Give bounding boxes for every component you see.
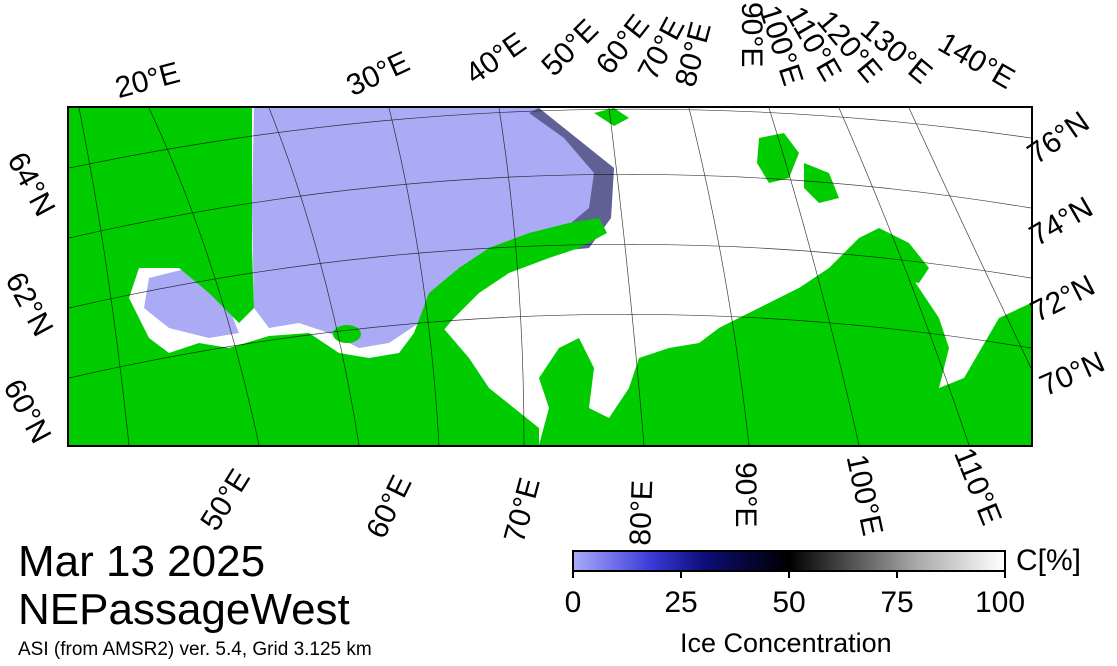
land-kolguyev: [333, 325, 361, 343]
region-name: NEPassageWest: [18, 585, 350, 634]
left-lat-label-64: 64°N: [0, 147, 62, 222]
right-lat-label-76: 76°N: [1021, 105, 1096, 171]
land-severnaya-zemlya-2: [804, 163, 839, 203]
ice-concentration-map: [67, 106, 1033, 447]
colorbar-label-50: 50: [772, 586, 806, 619]
colorbar-label-100: 100: [974, 586, 1026, 619]
land-franz-josef: [594, 108, 629, 126]
map-date: Mar 13 2025: [18, 537, 266, 586]
bottom-lon-label-70: 70°E: [498, 474, 547, 547]
graticule: [69, 108, 1031, 445]
colorbar-tick-25: [680, 570, 682, 578]
open-water-white-sea: [144, 268, 239, 338]
colorbar-label-0: 0: [564, 586, 582, 619]
bottom-lon-label-60: 60°E: [360, 470, 419, 544]
bottom-lon-label-90: 90°E: [729, 462, 762, 528]
land-siberia: [539, 248, 1031, 445]
colorbar-label-25: 25: [664, 586, 698, 619]
top-lon-label-20: 20°E: [111, 56, 184, 105]
colorbar-unit: C[%]: [1016, 544, 1082, 577]
land-severnaya-zemlya: [757, 133, 799, 183]
map-canvas: [69, 108, 1031, 445]
open-water-barents: [252, 108, 614, 348]
colorbar-tick-75: [896, 570, 898, 578]
left-lat-label-62: 62°N: [0, 267, 60, 342]
bottom-lon-label-110: 110°E: [947, 443, 1008, 530]
left-lat-label-60: 60°N: [0, 374, 58, 449]
colorbar-tick-0: [572, 570, 574, 578]
data-source: ASI (from AMSR2) ver. 5.4, Grid 3.125 km: [18, 639, 372, 660]
bottom-lon-label-80: 80°E: [624, 479, 660, 547]
top-lon-label-140: 140°E: [932, 26, 1021, 96]
colorbar-label-75: 75: [880, 586, 914, 619]
land-novaya-zemlya: [414, 218, 607, 338]
land-russia-south: [69, 323, 539, 445]
colorbar: [572, 550, 1006, 572]
top-lon-label-50: 50°E: [535, 13, 605, 83]
colorbar-tick-100: [1004, 570, 1006, 578]
bottom-lon-label-100: 100°E: [839, 451, 890, 539]
right-lat-label-70: 70°N: [1034, 345, 1110, 403]
land-scandinavia: [69, 108, 254, 353]
top-lon-label-30: 30°E: [341, 45, 415, 103]
colorbar-title: Ice Concentration: [680, 628, 892, 658]
bottom-lon-label-50: 50°E: [194, 463, 257, 537]
right-lat-label-74: 74°N: [1024, 190, 1099, 253]
top-lon-label-40: 40°E: [459, 26, 533, 91]
land-taymyr: [719, 228, 929, 333]
right-lat-label-72: 72°N: [1025, 269, 1101, 329]
colorbar-tick-50: [788, 570, 790, 578]
